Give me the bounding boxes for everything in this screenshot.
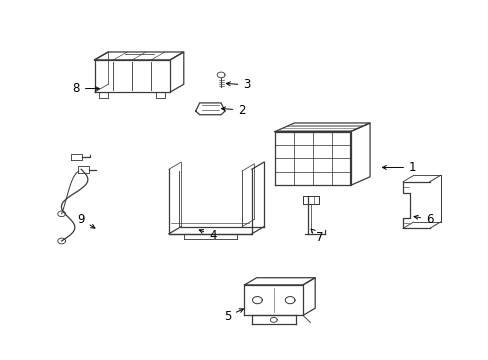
Text: 5: 5 bbox=[224, 309, 243, 323]
Text: 8: 8 bbox=[72, 82, 99, 95]
Text: 4: 4 bbox=[199, 229, 216, 242]
Text: 1: 1 bbox=[382, 161, 416, 174]
Text: 6: 6 bbox=[413, 213, 433, 226]
Text: 2: 2 bbox=[221, 104, 245, 117]
Text: 3: 3 bbox=[226, 78, 250, 91]
Text: 9: 9 bbox=[77, 213, 95, 228]
Text: 7: 7 bbox=[310, 229, 323, 244]
